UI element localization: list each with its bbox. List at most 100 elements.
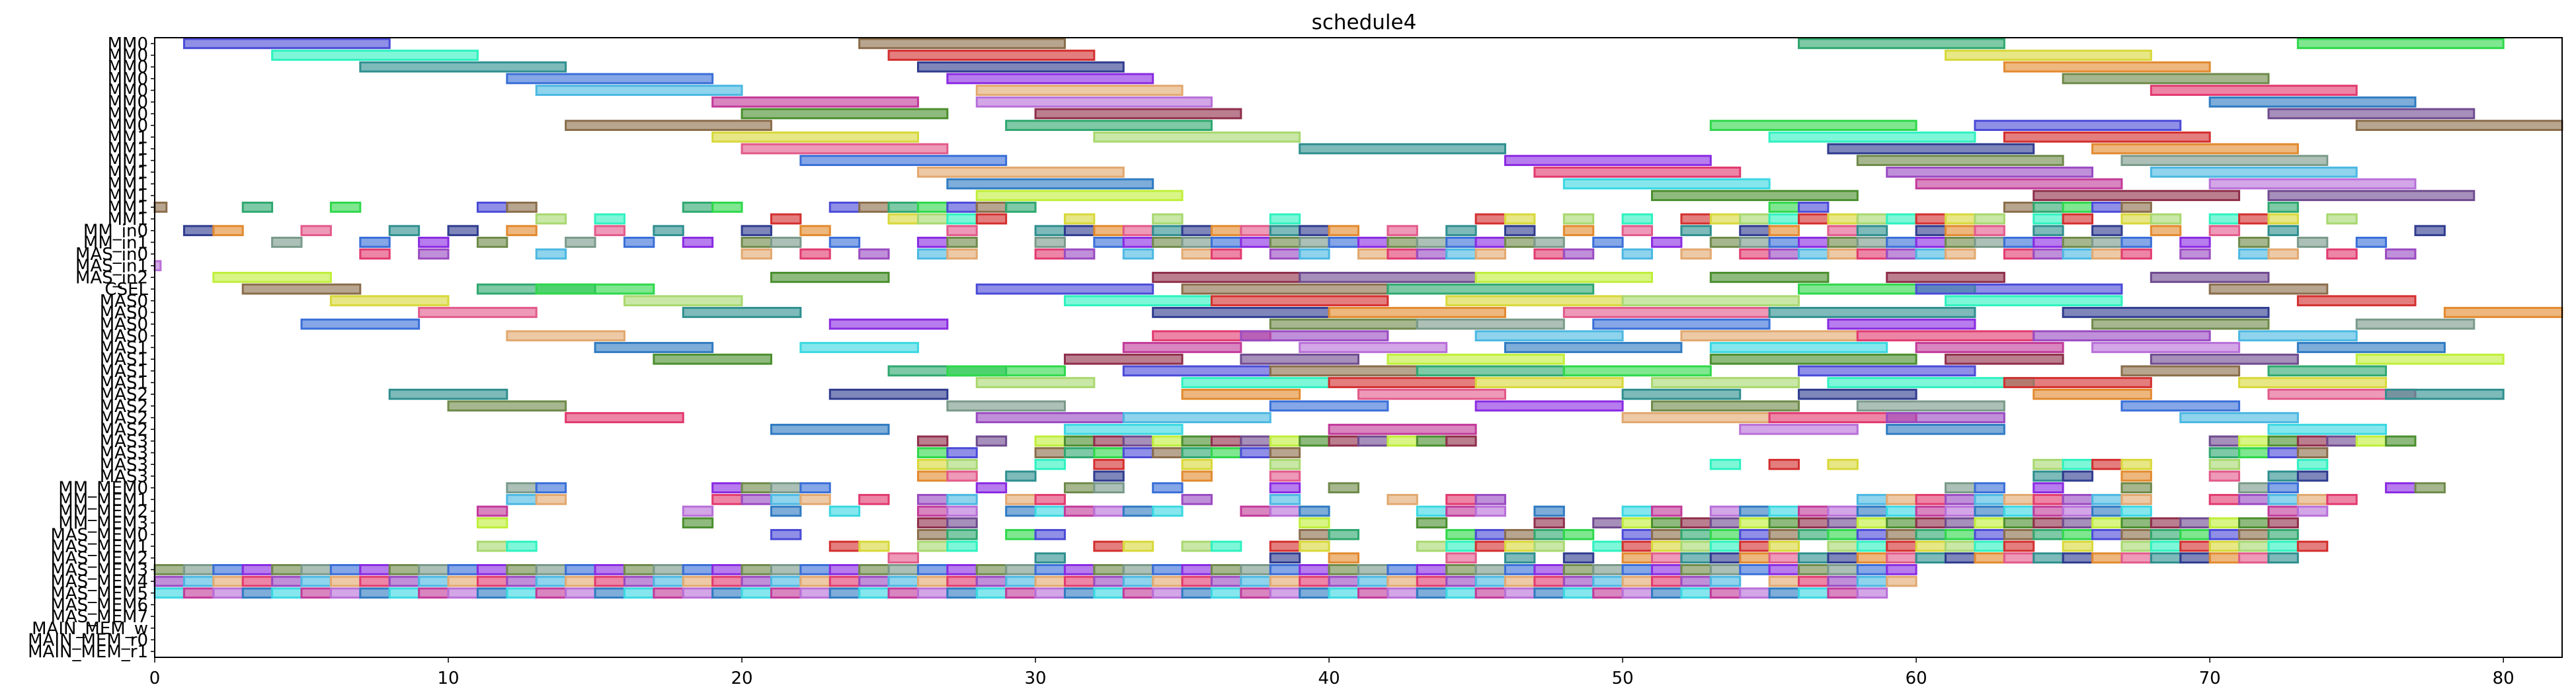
task-bar [1122,575,1154,587]
task-bar [1181,470,1213,482]
x-tick-label: 60 [1906,669,1927,688]
task-bar [182,564,215,575]
task-bar [2120,365,2241,377]
task-bar [975,575,1008,587]
task-bar [2296,493,2329,505]
task-bar [653,353,772,365]
task-bar [1416,540,1448,552]
task-bar [535,587,567,599]
task-bar [1915,283,2123,295]
task-bar [2267,225,2299,237]
task-bar [2208,447,2241,459]
task-bar [2091,248,2123,260]
task-bar [1005,587,1037,599]
task-bar [2033,213,2064,225]
task-bar [1269,225,1301,237]
task-bar [2208,493,2241,505]
task-bar [1328,307,1507,318]
y-tick-label: MAS0 [100,303,148,323]
task-bar [799,493,831,505]
task-bar [535,85,743,96]
task-bar [1533,564,1565,575]
task-bar [329,575,362,587]
task-bar [2355,435,2388,447]
task-bar [1299,575,1330,587]
y-tick-label: MAS_in2 [75,268,148,288]
task-bar [2238,330,2358,342]
task-bar [2150,528,2182,540]
task-bar [1651,517,1683,529]
task-bar [1357,236,1389,248]
task-bar [300,575,332,587]
task-bar [1328,225,1359,237]
task-bar [711,493,743,505]
task-bar [741,108,949,120]
task-bar [1093,131,1301,143]
task-bar [1152,272,1301,283]
task-bar [1181,493,1213,505]
task-bar [2150,517,2182,529]
task-bar [1709,353,1917,365]
task-bar [2296,505,2329,517]
task-bar [1739,528,1771,540]
task-bar [828,587,861,599]
task-bar [1240,447,1271,459]
task-bar [506,330,625,342]
task-bar [2150,272,2270,283]
task-bar [1269,552,1301,564]
task-bar [1210,575,1242,587]
task-bar [1445,587,1477,599]
task-bar [1387,575,1418,587]
task-bar [1798,564,1830,575]
task-bar [2296,447,2329,459]
task-bar [535,482,567,494]
y-tick-label: MM0 [108,34,148,54]
task-bar [2179,540,2211,552]
task-bar [946,236,978,248]
task-bar [1034,575,1066,587]
task-bar [1122,587,1154,599]
task-bar [1504,552,1536,564]
task-bar [770,587,802,599]
task-bar [711,575,743,587]
task-bar [1562,365,1712,377]
task-bar [1240,353,1360,365]
task-bar [1856,236,1888,248]
y-tick-label: MAS_MEM3 [50,560,148,580]
task-bar [2208,96,2417,108]
task-bar [1328,423,1477,435]
task-bar [946,73,1154,85]
task-bar [1328,236,1359,248]
task-bar [1945,225,1976,237]
task-bar [2296,295,2417,307]
task-bar [2208,435,2241,447]
task-bar [1709,587,1742,599]
task-bar [741,482,772,494]
task-bar [565,236,596,248]
task-bar [1827,248,1859,260]
y-tick-label: MAS2 [100,385,148,405]
task-bar [2179,528,2211,540]
task-bar [1269,458,1301,470]
task-bar [1210,236,1242,248]
task-bar [2150,540,2182,552]
task-bar [946,587,978,599]
task-bar [1533,248,1565,260]
task-bar [1915,493,1947,505]
task-bar [388,575,421,587]
task-bar [1886,528,1917,540]
task-bar [1651,400,1800,412]
task-bar [946,201,978,213]
task-bar [2120,155,2329,167]
task-bar [858,587,890,599]
task-bar [1798,528,1830,540]
task-bar [1856,564,1888,575]
x-tick-label: 30 [1025,669,1047,688]
task-bar [2267,517,2299,529]
task-bar [2062,307,2270,318]
task-bar [1474,587,1507,599]
task-bar [1093,236,1125,248]
task-bar [858,575,890,587]
task-bar [946,178,1154,190]
task-bar [418,575,450,587]
